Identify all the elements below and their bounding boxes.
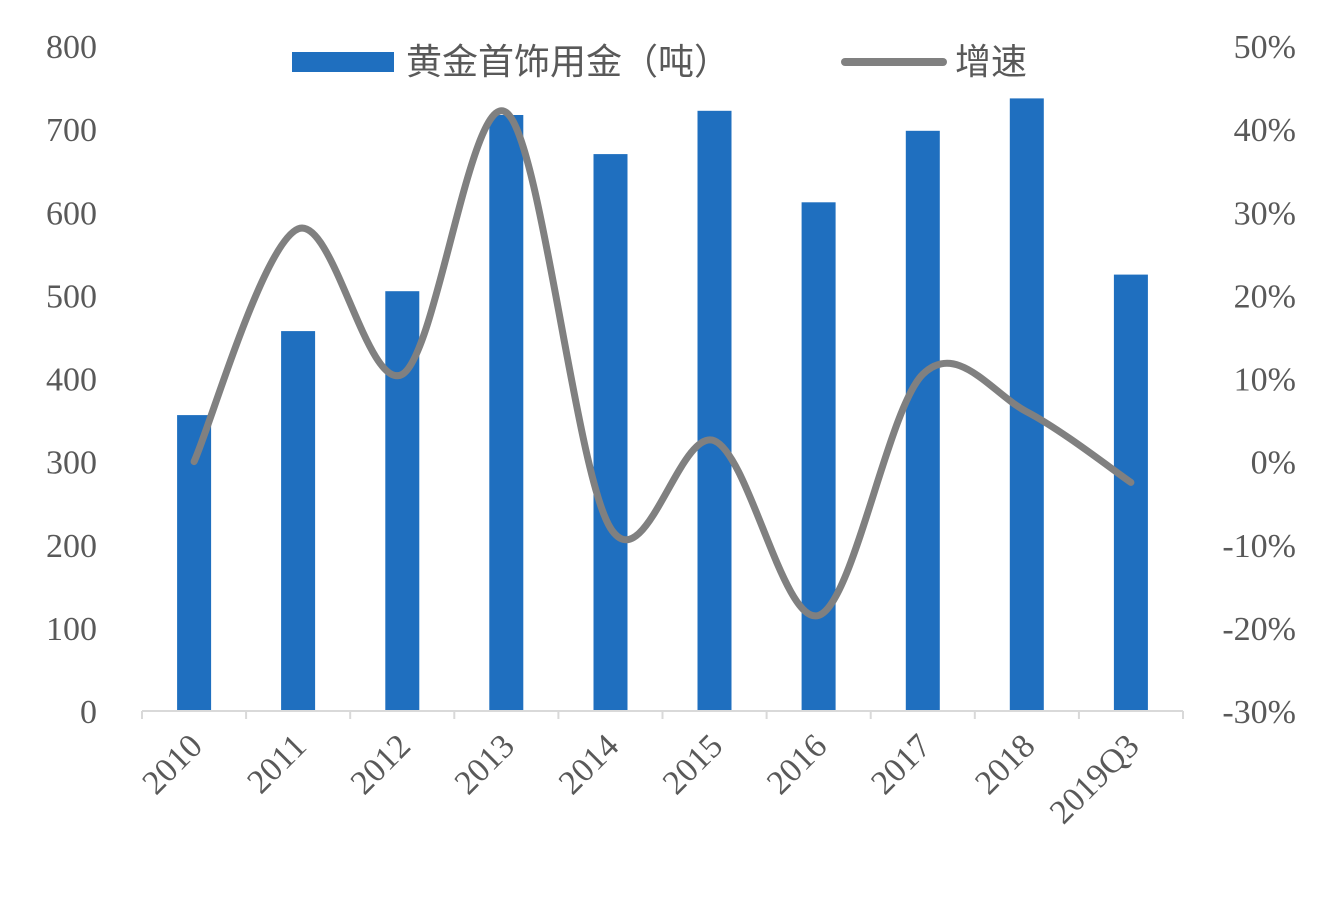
growth-point-2014 (610, 527, 611, 529)
y-left-tick-label: 300 (46, 445, 97, 482)
y-right-tick-label: -20% (1222, 611, 1296, 648)
x-tick-label-2013: 2013 (448, 727, 522, 801)
y-left-tick-label: 200 (46, 528, 97, 565)
y-right-tick-label: 50% (1234, 29, 1296, 66)
y-left-tick-label: 800 (46, 29, 97, 66)
x-tick-label-2015: 2015 (656, 727, 730, 801)
bar-2011 (281, 331, 316, 711)
growth-point-2019Q3 (1130, 481, 1132, 483)
bar-2014 (593, 154, 628, 712)
x-axis-labels: 2010 2011 2012 2013 2014 2015 2016 2017 2018 2019… (136, 727, 1147, 831)
x-tick-label-2017: 2017 (864, 727, 938, 801)
right-y-axis-labels: -30% -20% -10% 0% 10% 20% 30% 40% 50% (1222, 29, 1296, 731)
growth-point-2017 (922, 373, 924, 375)
legend-bar-swatch (292, 52, 394, 72)
growth-point-2013 (505, 112, 507, 113)
y-right-tick-label: 10% (1234, 362, 1296, 399)
x-axis (141, 710, 1184, 719)
x-tick-label-2014: 2014 (552, 727, 626, 801)
bar-series (177, 98, 1148, 712)
x-tick-label-2018: 2018 (968, 727, 1042, 801)
left-y-axis-labels: 0 100 200 300 400 500 600 700 800 (46, 29, 97, 731)
growth-line-series (190, 107, 1135, 619)
bar-2016 (801, 202, 836, 712)
bar-2013 (489, 115, 524, 711)
y-left-tick-label: 700 (46, 112, 97, 149)
y-left-tick-label: 600 (46, 195, 97, 232)
growth-point-2011 (297, 228, 299, 230)
growth-line (190, 107, 1135, 619)
y-right-tick-label: -10% (1222, 528, 1296, 565)
y-left-tick-label: 100 (46, 611, 97, 648)
x-tick-label-2012: 2012 (344, 727, 418, 801)
y-right-tick-label: 30% (1234, 195, 1296, 232)
legend-bar-label: 黄金首饰用金（吨） (406, 42, 730, 83)
y-right-tick-label: 20% (1234, 278, 1296, 315)
bar-2015 (697, 110, 732, 712)
legend: 黄金首饰用金（吨） 增速 (292, 42, 1027, 83)
growth-point-2012 (401, 373, 403, 375)
x-tick-label-2011: 2011 (240, 727, 313, 800)
growth-point-2018 (1026, 411, 1028, 413)
bar-2019Q3 (1113, 274, 1148, 711)
x-tick-label-2016: 2016 (760, 727, 834, 801)
growth-point-2015 (714, 440, 715, 442)
y-right-tick-label: 40% (1234, 112, 1296, 149)
legend-line-label: 增速 (955, 42, 1027, 83)
growth-point-2016 (818, 614, 820, 616)
x-tick-label-2019Q3: 2019Q3 (1043, 727, 1147, 831)
y-left-tick-label: 500 (46, 278, 97, 315)
growth-point-2010 (193, 461, 195, 463)
x-tick-label-2010: 2010 (136, 727, 210, 801)
y-right-tick-label: -30% (1222, 694, 1296, 731)
y-right-tick-label: 0% (1251, 445, 1296, 482)
y-left-tick-label: 0 (80, 694, 97, 731)
y-left-tick-label: 400 (46, 362, 97, 399)
bar-2017 (905, 130, 940, 712)
